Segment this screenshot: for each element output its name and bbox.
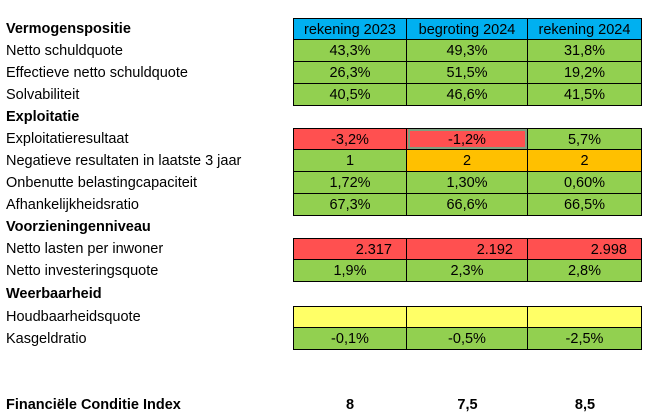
- row-label: Negatieve resultaten in laatste 3 jaar: [6, 153, 242, 169]
- cell-negatieve-resultaten-2023[interactable]: 1: [293, 150, 407, 172]
- cell-afhankelijkheidsratio-begroting-2024[interactable]: 66,6%: [407, 194, 528, 216]
- section-exploitatie: Exploitatie: [6, 109, 80, 125]
- row-label: Kasgeldratio: [6, 331, 87, 347]
- cell-netto-schuldquote-2023[interactable]: 43,3%: [293, 40, 407, 62]
- fci-value-2023[interactable]: 8: [345, 397, 355, 413]
- row-label: Solvabiliteit: [6, 87, 80, 103]
- cell-exploitatieresultaat-begroting-2024-selected[interactable]: -1,2%: [407, 128, 528, 150]
- cell-houdbaarheidsquote-2024[interactable]: [528, 306, 642, 328]
- cell-exploitatieresultaat-2023[interactable]: -3,2%: [293, 128, 407, 150]
- cell-netto-lasten-2024[interactable]: 2.998: [528, 238, 642, 260]
- row-onbenutte-belastingcapaciteit: Onbenutte belastingcapaciteit 1,72% 1,30…: [0, 172, 652, 194]
- fci-value-begroting-2024[interactable]: 7,5: [457, 397, 478, 413]
- cell-negatieve-resultaten-begroting-2024[interactable]: 2: [407, 150, 528, 172]
- cell-solvabiliteit-2023[interactable]: 40,5%: [293, 84, 407, 106]
- column-header-begroting-2024[interactable]: begroting 2024: [407, 18, 528, 40]
- row-exploitatieresultaat: Exploitatieresultaat -3,2% -1,2% 5,7%: [0, 128, 652, 150]
- row-netto-lasten-per-inwoner: Netto lasten per inwoner 2.317 2.192 2.9…: [0, 238, 652, 260]
- cell-afhankelijkheidsratio-2023[interactable]: 67,3%: [293, 194, 407, 216]
- cell-belastingcapaciteit-begroting-2024[interactable]: 1,30%: [407, 172, 528, 194]
- row-label: Effectieve netto schuldquote: [6, 65, 188, 81]
- row-label: Afhankelijkheidsratio: [6, 197, 139, 213]
- cell-houdbaarheidsquote-2023[interactable]: [293, 306, 407, 328]
- row-label: Onbenutte belastingcapaciteit: [6, 175, 198, 191]
- cell-solvabiliteit-begroting-2024[interactable]: 46,6%: [407, 84, 528, 106]
- cell-netto-lasten-2023[interactable]: 2.317: [293, 238, 407, 260]
- row-houdbaarheidsquote: Houdbaarheidsquote: [0, 306, 652, 328]
- section-row-weerbaarheid: Weerbaarheid: [0, 283, 652, 305]
- column-header-rekening-2024[interactable]: rekening 2024: [528, 18, 642, 40]
- row-negatieve-resultaten: Negatieve resultaten in laatste 3 jaar 1…: [0, 150, 652, 172]
- section-row-exploitatie: Exploitatie: [0, 106, 652, 128]
- row-label: Netto investeringsquote: [6, 263, 159, 279]
- cell-exploitatieresultaat-2024[interactable]: 5,7%: [528, 128, 642, 150]
- row-effectieve-netto-schuldquote: Effectieve netto schuldquote 26,3% 51,5%…: [0, 62, 652, 84]
- row-netto-schuldquote: Netto schuldquote 43,3% 49,3% 31,8%: [0, 40, 652, 62]
- cell-solvabiliteit-2024[interactable]: 41,5%: [528, 84, 642, 106]
- cell-netto-lasten-begroting-2024[interactable]: 2.192: [407, 238, 528, 260]
- row-netto-investeringsquote: Netto investeringsquote 1,9% 2,3% 2,8%: [0, 260, 652, 282]
- cell-effectieve-schuldquote-2023[interactable]: 26,3%: [293, 62, 407, 84]
- section-vermogenspositie: Vermogenspositie: [6, 21, 131, 37]
- cell-investeringsquote-2023[interactable]: 1,9%: [293, 260, 407, 282]
- section-weerbaarheid: Weerbaarheid: [6, 286, 102, 302]
- cell-effectieve-schuldquote-begroting-2024[interactable]: 51,5%: [407, 62, 528, 84]
- header-row: Vermogenspositie rekening 2023 begroting…: [0, 18, 652, 40]
- cell-belastingcapaciteit-2024[interactable]: 0,60%: [528, 172, 642, 194]
- fci-value-2024[interactable]: 8,5: [574, 397, 596, 413]
- section-row-voorzieningenniveau: Voorzieningenniveau: [0, 216, 652, 238]
- cell-netto-schuldquote-begroting-2024[interactable]: 49,3%: [407, 40, 528, 62]
- row-label: Exploitatieresultaat: [6, 131, 129, 147]
- row-label: Netto lasten per inwoner: [6, 241, 164, 257]
- section-voorzieningenniveau: Voorzieningenniveau: [6, 219, 151, 235]
- row-kasgeldratio: Kasgeldratio -0,1% -0,5% -2,5%: [0, 328, 652, 350]
- cell-effectieve-schuldquote-2024[interactable]: 19,2%: [528, 62, 642, 84]
- cell-kasgeldratio-2024[interactable]: -2,5%: [528, 328, 642, 350]
- row-afhankelijkheidsratio: Afhankelijkheidsratio 67,3% 66,6% 66,5%: [0, 194, 652, 216]
- cell-afhankelijkheidsratio-2024[interactable]: 66,5%: [528, 194, 642, 216]
- row-label: Houdbaarheidsquote: [6, 309, 141, 325]
- cell-kasgeldratio-begroting-2024[interactable]: -0,5%: [407, 328, 528, 350]
- column-header-rekening-2023[interactable]: rekening 2023: [293, 18, 407, 40]
- cell-houdbaarheidsquote-begroting-2024[interactable]: [407, 306, 528, 328]
- cell-negatieve-resultaten-2024[interactable]: 2: [528, 150, 642, 172]
- row-label: Netto schuldquote: [6, 43, 123, 59]
- cell-kasgeldratio-2023[interactable]: -0,1%: [293, 328, 407, 350]
- row-solvabiliteit: Solvabiliteit 40,5% 46,6% 41,5%: [0, 84, 652, 106]
- cell-investeringsquote-begroting-2024[interactable]: 2,3%: [407, 260, 528, 282]
- cell-investeringsquote-2024[interactable]: 2,8%: [528, 260, 642, 282]
- fci-label: Financiële Conditie Index: [6, 397, 181, 413]
- row-financiele-conditie-index: Financiële Conditie Index 8 7,5 8,5: [0, 394, 652, 416]
- cell-belastingcapaciteit-2023[interactable]: 1,72%: [293, 172, 407, 194]
- cell-netto-schuldquote-2024[interactable]: 31,8%: [528, 40, 642, 62]
